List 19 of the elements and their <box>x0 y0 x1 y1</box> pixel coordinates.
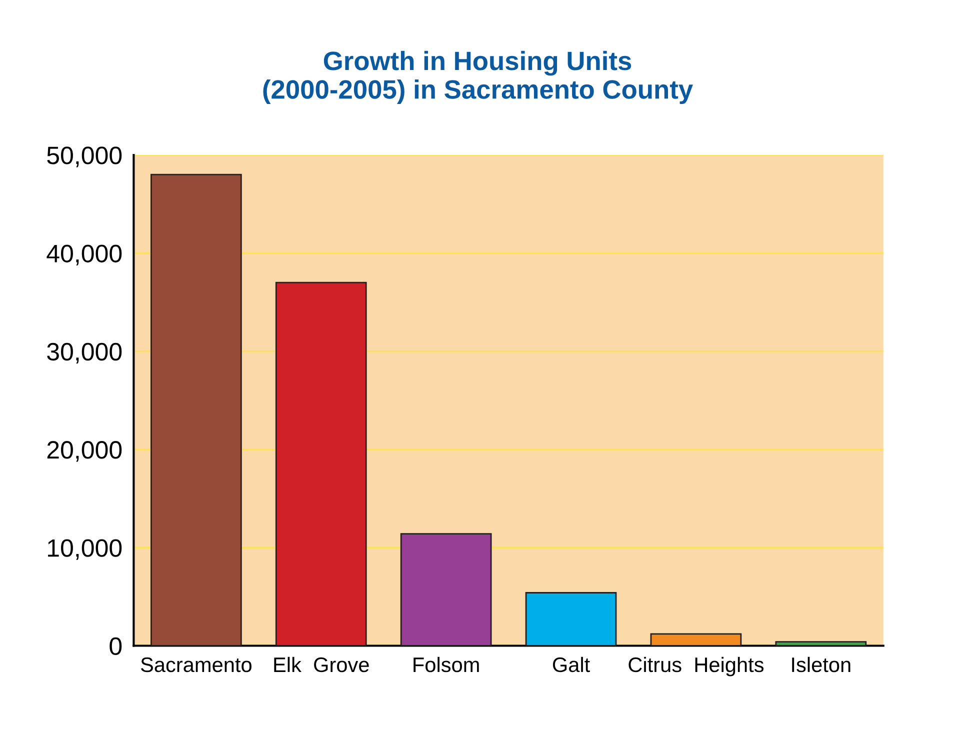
x-tick-label: Galt <box>552 656 590 672</box>
bar <box>650 633 742 646</box>
x-tick-label: Isleton <box>792 656 850 672</box>
x-tick-label: Elk Grove <box>274 656 369 672</box>
y-tick-label: 20,000 <box>47 441 122 462</box>
y-tick-label: 40,000 <box>46 244 122 266</box>
bar <box>275 282 367 646</box>
chart-title: Growth in Housing Units (2000-2005) in Sacramento County <box>263 50 693 104</box>
y-tick-label: 10,000 <box>48 539 122 560</box>
x-tick-label: Citrus Heights <box>628 656 764 676</box>
x-tick-label: Sacramento <box>140 657 252 672</box>
bar <box>400 533 492 646</box>
y-tick-label: 50,000 <box>47 146 122 168</box>
y-tick-label: 30,000 <box>47 342 122 364</box>
bar <box>525 592 617 646</box>
y-tick-label: 0 <box>110 637 122 656</box>
bar <box>775 641 867 646</box>
x-tick-label: Folsom <box>414 656 479 672</box>
bar <box>150 174 242 646</box>
